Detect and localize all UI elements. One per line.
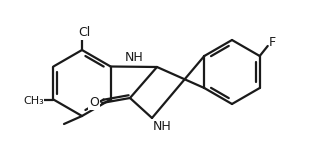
Text: F: F xyxy=(269,36,276,49)
Text: NH: NH xyxy=(124,51,143,64)
Text: O: O xyxy=(89,96,99,110)
Text: NH: NH xyxy=(153,119,171,133)
Text: CH₃: CH₃ xyxy=(23,96,44,105)
Text: Cl: Cl xyxy=(78,27,90,39)
